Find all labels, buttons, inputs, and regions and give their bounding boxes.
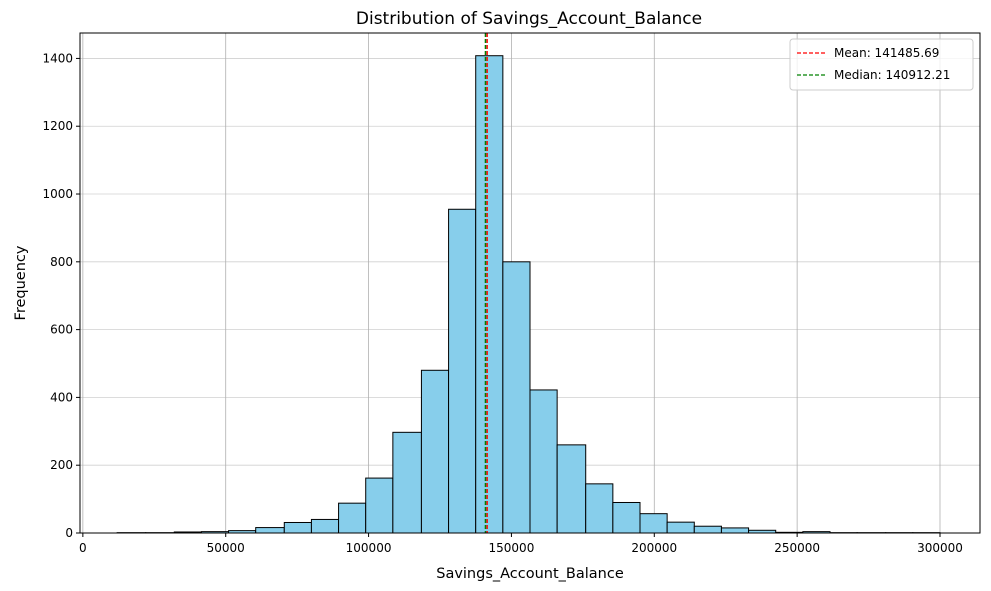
histogram-bar (612, 501, 641, 534)
histogram-bar (639, 513, 668, 534)
legend-mean-label: Mean: 141485.69 (834, 46, 939, 60)
histogram-bar (693, 525, 722, 534)
plot-frame (79, 32, 981, 534)
histogram-bar (556, 444, 587, 534)
x-tick-label: 0 (79, 541, 87, 555)
histogram-bar (502, 261, 531, 534)
histogram-bar (448, 208, 477, 534)
histogram-bar (338, 502, 367, 534)
histogram-bar (255, 527, 285, 534)
x-tick-label: 200000 (631, 541, 677, 555)
y-tick-label: 600 (50, 323, 73, 337)
x-tick-label: 150000 (489, 541, 535, 555)
legend-median-label: Median: 140912.21 (834, 68, 950, 82)
y-tick-label: 400 (50, 390, 73, 404)
y-tick-label: 200 (50, 458, 73, 472)
y-tick-label: 0 (65, 526, 73, 540)
x-tick-label: 100000 (346, 541, 392, 555)
y-axis-label: Frequency (13, 245, 29, 320)
x-tick-label: 300000 (917, 541, 963, 555)
histogram-bars (116, 55, 941, 534)
y-tick-label: 1400 (42, 51, 73, 65)
x-tick-label: 250000 (774, 541, 820, 555)
histogram-bar (310, 518, 340, 534)
legend: Mean: 141485.69 Median: 140912.21 (789, 38, 974, 91)
histogram-bar (720, 527, 750, 534)
x-axis-label: Savings_Account_Balance (436, 566, 624, 582)
legend-box (789, 38, 974, 91)
reference-lines (484, 33, 488, 533)
y-tick-label: 1200 (42, 119, 73, 133)
x-tick-label: 50000 (207, 541, 245, 555)
x-axis-ticks: 0 50000 100000 150000 200000 250000 300000 (79, 533, 963, 555)
y-tick-label: 800 (50, 255, 73, 269)
histogram-bar (666, 521, 695, 534)
histogram-bar (420, 369, 450, 534)
chart-title: Distribution of Savings_Account_Balance (356, 9, 702, 29)
histogram-bar (475, 55, 504, 534)
y-axis-ticks: 0 200 400 600 800 1000 1200 1400 (42, 51, 80, 540)
histogram-bar (392, 431, 422, 534)
histogram-bar (365, 477, 394, 534)
histogram-bar (283, 521, 312, 534)
y-tick-label: 1000 (42, 187, 73, 201)
histogram-bar (529, 389, 558, 534)
histogram-bar (585, 483, 614, 534)
